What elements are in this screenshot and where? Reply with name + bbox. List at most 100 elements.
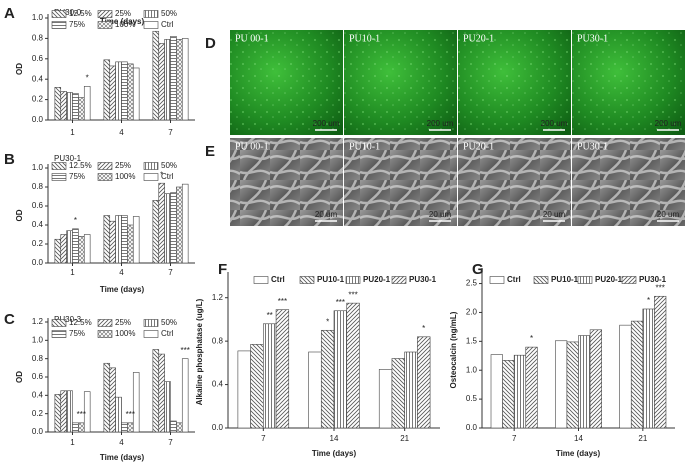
micrograph bbox=[344, 138, 457, 226]
y-tick-label: 1.0 bbox=[466, 365, 478, 374]
image-label: PU 00-1 bbox=[235, 141, 269, 152]
bar bbox=[60, 234, 67, 264]
bar bbox=[121, 422, 128, 433]
legend-swatch bbox=[299, 276, 315, 284]
bar bbox=[66, 92, 73, 121]
bar bbox=[152, 200, 160, 264]
bar bbox=[555, 340, 568, 429]
chart-title: PU30-3 bbox=[54, 315, 82, 324]
x-axis-label: Time (days) bbox=[556, 449, 601, 458]
bar bbox=[83, 234, 91, 264]
scale-bar-label: 200 um bbox=[427, 119, 454, 128]
legend-swatch bbox=[143, 330, 159, 338]
y-tick-label: 0.0 bbox=[32, 258, 44, 267]
legend-swatch bbox=[533, 276, 549, 284]
chart-title: PU30-0 bbox=[54, 8, 82, 17]
legend-label: Ctrl bbox=[271, 275, 285, 284]
bar bbox=[237, 350, 251, 429]
bar bbox=[176, 39, 183, 121]
legend-swatch bbox=[51, 21, 67, 29]
y-tick-label: 1.5 bbox=[466, 336, 478, 345]
bar bbox=[630, 320, 644, 429]
panel-letter: E bbox=[205, 143, 215, 160]
bar bbox=[263, 323, 277, 429]
bar bbox=[391, 358, 405, 429]
x-tick-label: 1 bbox=[70, 128, 75, 137]
y-tick-label: 2.0 bbox=[466, 308, 478, 317]
bar bbox=[176, 422, 183, 433]
y-tick-label: 0.4 bbox=[32, 220, 44, 229]
bar bbox=[83, 86, 91, 121]
significance-mark: * bbox=[530, 334, 533, 343]
bar bbox=[158, 43, 165, 121]
bar bbox=[170, 36, 177, 121]
micrograph bbox=[458, 138, 571, 226]
bar bbox=[127, 422, 134, 433]
significance-mark: * bbox=[647, 296, 650, 305]
y-tick-label: 1.2 bbox=[212, 293, 224, 302]
legend-label: 100% bbox=[115, 172, 135, 181]
bar bbox=[78, 236, 85, 264]
y-tick-label: 2.5 bbox=[466, 279, 478, 288]
bar bbox=[109, 220, 116, 264]
legend-label: 25% bbox=[115, 161, 131, 170]
bar bbox=[170, 192, 177, 264]
legend-label: Ctrl bbox=[161, 20, 174, 29]
y-axis-label: Alkaline phosphatase (ug/L) bbox=[195, 298, 204, 405]
legend-swatch bbox=[143, 319, 159, 327]
significance-mark: * bbox=[422, 324, 425, 333]
x-tick-label: 14 bbox=[574, 434, 583, 443]
legend-swatch bbox=[253, 276, 269, 284]
image-label: PU20-1 bbox=[463, 141, 494, 152]
legend-swatch bbox=[51, 319, 67, 327]
bar bbox=[127, 63, 134, 121]
image-label: PU30-1 bbox=[577, 141, 608, 152]
bar bbox=[404, 351, 418, 429]
bar bbox=[158, 353, 165, 433]
bar bbox=[54, 238, 62, 264]
x-tick-label: 7 bbox=[168, 438, 173, 447]
panel-letter: C bbox=[4, 311, 15, 328]
y-tick-label: 0.0 bbox=[32, 427, 44, 436]
scale-bar-label: 200 um bbox=[655, 119, 682, 128]
panel-letter: A bbox=[4, 5, 15, 22]
y-tick-label: 0.0 bbox=[212, 423, 224, 432]
scale-bar-label: 20 um bbox=[657, 210, 680, 219]
legend-label: 50% bbox=[161, 318, 177, 327]
y-axis-label: OD bbox=[15, 209, 24, 221]
bar bbox=[513, 354, 527, 429]
bar bbox=[103, 215, 111, 264]
legend-swatch bbox=[143, 21, 159, 29]
y-tick-label: 0.4 bbox=[32, 390, 44, 399]
bar bbox=[275, 309, 290, 429]
y-tick-label: 0.6 bbox=[32, 201, 44, 210]
significance-mark: *** bbox=[77, 410, 86, 419]
bar bbox=[152, 349, 160, 433]
bar bbox=[103, 362, 111, 433]
panel-letter: D bbox=[205, 35, 216, 52]
x-tick-label: 4 bbox=[119, 438, 124, 447]
bar bbox=[109, 367, 116, 433]
legend-label: PU20-1 bbox=[595, 275, 623, 284]
panel-letter: F bbox=[218, 261, 227, 278]
x-tick-label: 4 bbox=[119, 128, 124, 137]
y-tick-label: 0.2 bbox=[32, 95, 44, 104]
bar bbox=[115, 396, 122, 433]
bar bbox=[164, 193, 171, 264]
bar bbox=[181, 38, 189, 121]
bar bbox=[132, 216, 140, 264]
legend-label: 75% bbox=[69, 172, 85, 181]
bar bbox=[132, 372, 140, 433]
legend-label: 50% bbox=[161, 9, 177, 18]
scale-bar-label: 20 um bbox=[315, 210, 338, 219]
y-tick-label: 1.0 bbox=[32, 13, 44, 22]
legend-label: PU30-1 bbox=[639, 275, 667, 284]
bar bbox=[60, 91, 67, 121]
legend-label: 25% bbox=[115, 318, 131, 327]
micrograph-speckle bbox=[230, 30, 343, 135]
image-label: PU10-1 bbox=[349, 33, 380, 44]
legend-swatch bbox=[51, 173, 67, 181]
x-tick-label: 7 bbox=[512, 434, 517, 443]
significance-mark: *** bbox=[126, 410, 135, 419]
